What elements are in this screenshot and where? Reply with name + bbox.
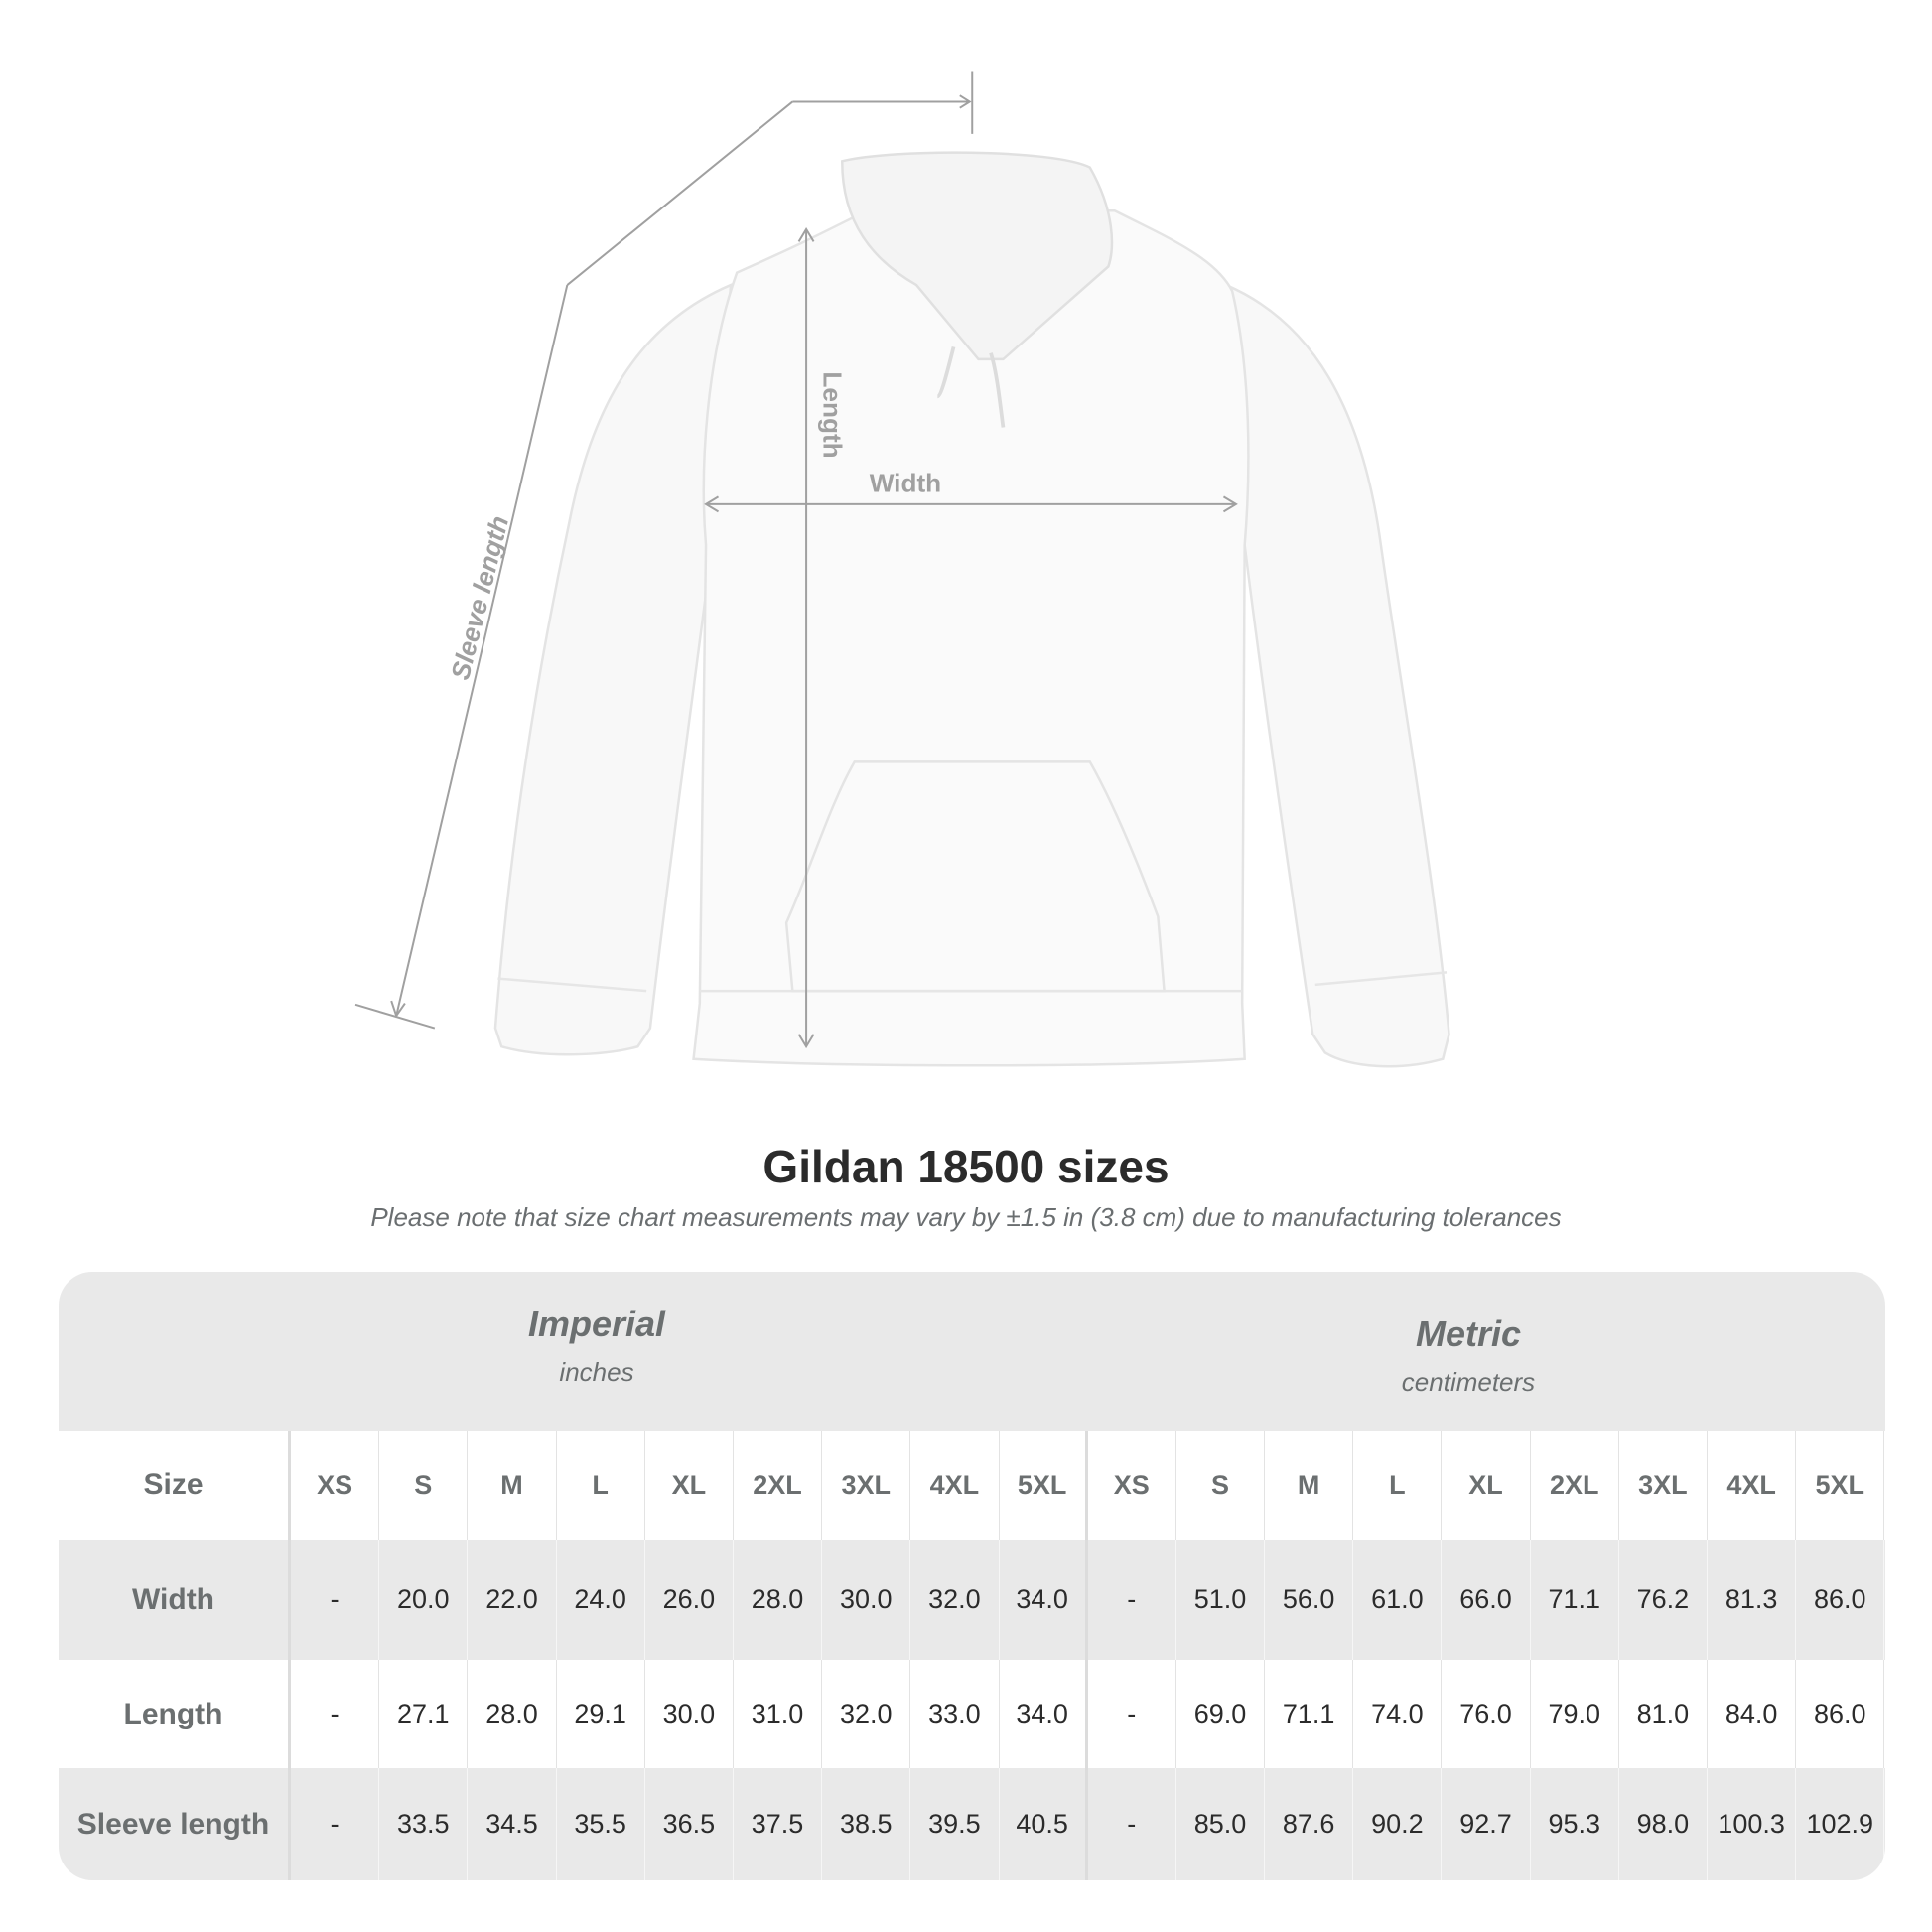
imperial-size-header: 2XL	[734, 1431, 823, 1540]
metric-value-cell: 81.3	[1708, 1540, 1797, 1660]
metric-value-cell: 76.2	[1619, 1540, 1708, 1660]
metric-value-cell: 87.6	[1265, 1768, 1354, 1880]
imperial-value-cell: 28.0	[468, 1660, 557, 1768]
imperial-size-header: 4XL	[910, 1431, 1000, 1540]
metric-size-header: M	[1265, 1431, 1354, 1540]
row-label: Width	[59, 1540, 291, 1660]
metric-value-cell: 71.1	[1531, 1540, 1619, 1660]
row-label: Length	[59, 1660, 291, 1768]
length-label: Length	[818, 371, 848, 458]
metric-size-header: L	[1353, 1431, 1443, 1540]
metric-value-cell: 102.9	[1796, 1768, 1885, 1880]
imperial-value-cell: 30.0	[822, 1540, 911, 1660]
imperial-value-cell: 32.0	[910, 1540, 1000, 1660]
metric-size-header: XL	[1442, 1431, 1531, 1540]
metric-size-header: S	[1176, 1431, 1266, 1540]
imperial-value-cell: 37.5	[734, 1768, 823, 1880]
metric-value-cell: 85.0	[1176, 1768, 1266, 1880]
imperial-value-cell: 38.5	[822, 1768, 911, 1880]
imperial-value-cell: 24.0	[557, 1540, 645, 1660]
imperial-value-cell: 34.5	[468, 1768, 557, 1880]
metric-value-cell: 90.2	[1353, 1768, 1443, 1880]
tolerance-note: Please note that size chart measurements…	[370, 1202, 1562, 1232]
metric-size-header: XS	[1088, 1431, 1176, 1540]
metric-value-cell: 92.7	[1442, 1768, 1531, 1880]
size-table: Imperial inches Metric centimeters Size X…	[59, 1272, 1885, 1880]
imperial-value-cell: 26.0	[645, 1540, 734, 1660]
metric-value-cell: 86.0	[1796, 1660, 1885, 1768]
imperial-value-cell: 22.0	[468, 1540, 557, 1660]
imperial-value-cell: 33.5	[379, 1768, 469, 1880]
row-label: Sleeve length	[59, 1768, 291, 1880]
imperial-size-header: 5XL	[1000, 1431, 1088, 1540]
metric-value-cell: -	[1088, 1540, 1176, 1660]
imperial-value-cell: 33.0	[910, 1660, 1000, 1768]
imperial-unit: inches	[559, 1357, 634, 1387]
page-title: Gildan 18500 sizes	[762, 1141, 1170, 1192]
imperial-value-cell: 20.0	[379, 1540, 469, 1660]
imperial-value-cell: 34.0	[1000, 1660, 1088, 1768]
measurement-lines	[354, 71, 1238, 1049]
imperial-header: Imperial inches	[299, 1304, 895, 1388]
imperial-size-header: L	[557, 1431, 645, 1540]
imperial-value-cell: -	[291, 1540, 380, 1660]
metric-value-cell: 95.3	[1531, 1768, 1619, 1880]
metric-value-cell: 69.0	[1176, 1660, 1266, 1768]
imperial-value-cell: -	[291, 1768, 380, 1880]
metric-size-header: 5XL	[1796, 1431, 1885, 1540]
metric-size-header: 4XL	[1708, 1431, 1797, 1540]
imperial-size-header: M	[468, 1431, 557, 1540]
metric-value-cell: 71.1	[1265, 1660, 1354, 1768]
metric-value-cell: -	[1088, 1768, 1176, 1880]
metric-value-cell: 56.0	[1265, 1540, 1354, 1660]
imperial-value-cell: 36.5	[645, 1768, 734, 1880]
imperial-value-cell: 30.0	[645, 1660, 734, 1768]
imperial-value-cell: 40.5	[1000, 1768, 1088, 1880]
imperial-value-cell: 31.0	[734, 1660, 823, 1768]
imperial-value-cell: 35.5	[557, 1768, 645, 1880]
metric-value-cell: 84.0	[1708, 1660, 1797, 1768]
metric-value-cell: -	[1088, 1660, 1176, 1768]
row-label: Size	[59, 1431, 291, 1540]
metric-value-cell: 61.0	[1353, 1540, 1443, 1660]
metric-size-header: 2XL	[1531, 1431, 1619, 1540]
imperial-size-header: 3XL	[822, 1431, 911, 1540]
table-row: Sleeve length -33.5 34.5 35.5 36.5 37.5 38.5 39…	[59, 1768, 1885, 1880]
table-header: Imperial inches Metric centimeters	[59, 1272, 1885, 1431]
imperial-value-cell: 27.1	[379, 1660, 469, 1768]
imperial-value-cell: 28.0	[734, 1540, 823, 1660]
size-header-row: Size XS S M L XL 2XL 3XL 4XL 5XL XS S M L XL 2XL 3XL 4XL 5…	[59, 1431, 1885, 1540]
width-label: Width	[870, 468, 941, 497]
imperial-value-cell: -	[291, 1660, 380, 1768]
metric-value-cell: 76.0	[1442, 1660, 1531, 1768]
metric-value-cell: 66.0	[1442, 1540, 1531, 1660]
sleeve-length-label: Sleeve length	[445, 513, 514, 683]
table-row: Length -27.1 28.0 29.1 30.0 31.0 32.0 33.0 34.0-…	[59, 1660, 1885, 1768]
metric-header: Metric centimeters	[1171, 1313, 1766, 1398]
metric-value-cell: 98.0	[1619, 1768, 1708, 1880]
imperial-title: Imperial	[527, 1304, 666, 1344]
metric-value-cell: 100.3	[1708, 1768, 1797, 1880]
metric-title: Metric	[1415, 1313, 1522, 1354]
imperial-value-cell: 32.0	[822, 1660, 911, 1768]
imperial-value-cell: 34.0	[1000, 1540, 1088, 1660]
table-row: Width -20.0 22.0 24.0 26.0 28.0 30.0 32.0 34.0-5…	[59, 1540, 1885, 1660]
metric-value-cell: 81.0	[1619, 1660, 1708, 1768]
metric-value-cell: 79.0	[1531, 1660, 1619, 1768]
metric-value-cell: 86.0	[1796, 1540, 1885, 1660]
metric-size-header: 3XL	[1619, 1431, 1708, 1540]
imperial-value-cell: 29.1	[557, 1660, 645, 1768]
imperial-size-header: XL	[645, 1431, 734, 1540]
hoodie-diagram: Sleeve length Length Width	[354, 71, 1450, 1068]
hoodie-image	[493, 151, 1450, 1068]
imperial-size-header: XS	[291, 1431, 380, 1540]
metric-value-cell: 74.0	[1353, 1660, 1443, 1768]
metric-value-cell: 51.0	[1176, 1540, 1266, 1660]
imperial-size-header: S	[379, 1431, 469, 1540]
imperial-value-cell: 39.5	[910, 1768, 1000, 1880]
metric-unit: centimeters	[1401, 1367, 1536, 1397]
